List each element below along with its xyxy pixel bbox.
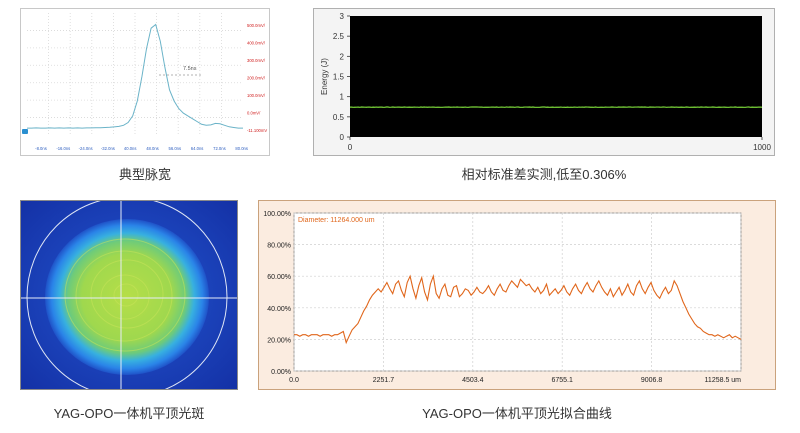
pulse-y-tick-label: 200.0mV/ bbox=[247, 76, 266, 81]
energy-y-tick-label: 1.5 bbox=[333, 73, 345, 82]
fit-chart-panel: 0.00% 20.00% 40.00% 60.00% 80.00% 100.00% 0.0 2… bbox=[258, 200, 776, 390]
fit-y-tick-label: 100.00% bbox=[263, 211, 291, 218]
pulse-x-tick-label: -8.0ns bbox=[35, 146, 47, 151]
fit-x-tick-label: 0.0 bbox=[289, 377, 299, 384]
pulse-y-tick-label: 0.0mV/ bbox=[247, 111, 261, 116]
pulse-chart-panel: 7.5ns 500.0mV/400.0mV/300.0mV/200.0mV/100… bbox=[20, 8, 270, 156]
pulse-x-tick-label: 56.0ns bbox=[169, 146, 182, 151]
energy-y-tick-label: 1 bbox=[340, 93, 345, 102]
fit-x-tick-label: 9006.8 bbox=[641, 377, 663, 384]
fit-y-tick-label: 60.00% bbox=[267, 274, 291, 281]
fit-y-tick-label: 20.00% bbox=[267, 337, 291, 344]
pulse-channel-marker bbox=[22, 129, 28, 134]
fit-x-tick-label: 11258.5 um bbox=[705, 377, 742, 384]
pulse-caption: 典型脉宽 bbox=[118, 167, 171, 182]
pulse-x-tick-label: -16.0ns bbox=[56, 146, 70, 151]
pulse-x-tick-label: 80.0ns bbox=[235, 146, 248, 151]
fit-x-tick-label: 4503.4 bbox=[462, 377, 484, 384]
energy-plot-area bbox=[350, 16, 762, 137]
fit-legend-label: Diameter: 11264.000 um bbox=[298, 217, 375, 224]
pulse-series-line bbox=[27, 23, 243, 129]
fit-y-tick-label: 40.00% bbox=[267, 306, 291, 313]
energy-y-tick-label: 2.5 bbox=[333, 32, 345, 41]
energy-chart: 0 0.5 1 1.5 2 2.5 3 0 1000 Energy (J) bbox=[320, 12, 771, 152]
pulse-x-tick-label: -24.0ns bbox=[79, 146, 93, 151]
energy-y-axis-label: Energy (J) bbox=[320, 58, 329, 95]
energy-y-tick-label: 3 bbox=[340, 12, 345, 21]
pulse-y-tick-label: 100.0mV/ bbox=[247, 93, 266, 98]
energy-y-tick-label: 0 bbox=[340, 133, 345, 142]
pulse-x-tick-label: 40.0ns bbox=[124, 146, 137, 151]
pulse-chart: 7.5ns 500.0mV/400.0mV/300.0mV/200.0mV/100… bbox=[22, 13, 267, 151]
spot-caption: YAG-OPO一体机平顶光斑 bbox=[53, 406, 205, 421]
pulse-y-tick-label: 500.0mV/ bbox=[247, 23, 266, 28]
energy-caption: 相对标准差实测,低至0.306% bbox=[461, 167, 627, 182]
fit-y-tick-label: 0.00% bbox=[271, 369, 291, 376]
beam-spot-image bbox=[21, 201, 237, 389]
fit-caption: YAG-OPO一体机平顶光拟合曲线 bbox=[422, 406, 612, 421]
energy-y-tick-label: 2 bbox=[340, 52, 345, 61]
fit-plot-area bbox=[293, 212, 742, 372]
energy-x-tick-label: 1000 bbox=[753, 143, 771, 152]
fit-series-line bbox=[294, 274, 742, 345]
pulse-x-tick-label: -32.0ns bbox=[101, 146, 115, 151]
pulse-y-tick-label: 300.0mV/ bbox=[247, 58, 266, 63]
pulse-y-tick-label: -11.100mV bbox=[247, 128, 267, 133]
pulse-y-tick-label: 400.0mV/ bbox=[247, 41, 266, 46]
energy-chart-panel: 0 0.5 1 1.5 2 2.5 3 0 1000 Energy (J) bbox=[313, 8, 775, 156]
fit-y-tick-label: 80.00% bbox=[267, 243, 291, 250]
beam-spot-panel bbox=[20, 200, 238, 390]
fit-chart: 0.00% 20.00% 40.00% 60.00% 80.00% 100.00% 0.0 2… bbox=[263, 211, 742, 384]
fit-x-tick-label: 6755.1 bbox=[551, 377, 573, 384]
energy-x-tick-label: 0 bbox=[348, 143, 353, 152]
pulse-fwhm-label: 7.5ns bbox=[183, 66, 197, 72]
energy-y-tick-label: 0.5 bbox=[333, 113, 345, 122]
pulse-x-tick-label: 72.0ns bbox=[213, 146, 226, 151]
pulse-x-tick-label: 64.0ns bbox=[191, 146, 204, 151]
fit-x-tick-label: 2251.7 bbox=[373, 377, 395, 384]
pulse-x-tick-label: 48.0ns bbox=[146, 146, 159, 151]
